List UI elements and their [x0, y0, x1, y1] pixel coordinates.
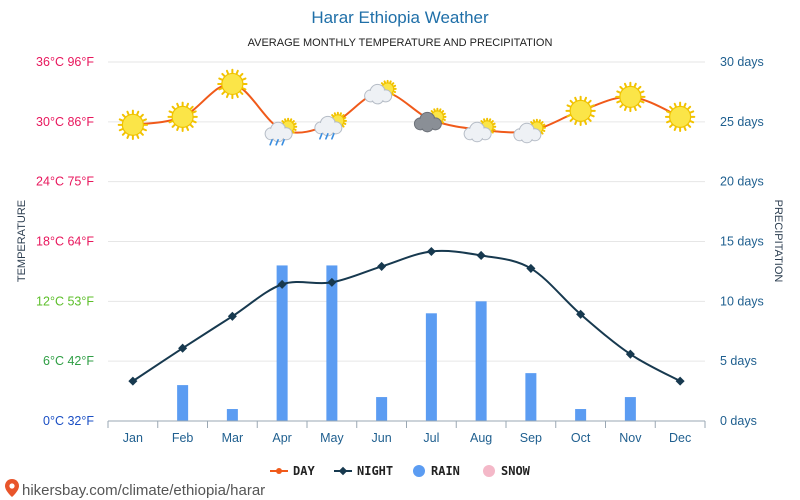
sun-cloud-icon [463, 117, 497, 143]
x-tick-label: Oct [571, 431, 591, 445]
rain-bar-nov [624, 397, 636, 421]
grid-lines [108, 61, 705, 362]
x-tick-label: Jan [123, 431, 143, 445]
rain-bar-sep [525, 373, 537, 421]
right-axis-ticks: 0 days 5 days 10 days 15 days 20 days 25 days… [720, 55, 764, 428]
sun-icon [117, 109, 149, 140]
rain-bars [177, 265, 636, 421]
location-pin-icon [5, 479, 19, 497]
legend-item-day[interactable]: DAY [270, 464, 315, 478]
legend-label: DAY [293, 464, 315, 478]
y2-tick-label: 5 days [720, 354, 757, 368]
night-line [132, 249, 681, 382]
legend-label: RAIN [431, 464, 460, 478]
x-tick-label: Mar [222, 431, 244, 445]
night-series [128, 246, 685, 386]
chart-title: Harar Ethiopia Weather [311, 8, 489, 27]
x-axis: Jan Feb Mar Apr May Jun Jul Aug Sep Oct Nov Dec [107, 420, 706, 445]
x-tick-label: Apr [272, 431, 291, 445]
night-point-jul [426, 246, 436, 256]
rain-bar-may [326, 265, 338, 421]
y2-tick-label: 10 days [720, 294, 764, 308]
sun-cloud-rain-icon [264, 117, 298, 146]
legend: DAY NIGHT RAIN SNOW [270, 464, 531, 478]
rain-bar-jun [376, 397, 388, 421]
x-tick-label: May [320, 431, 344, 445]
chart-subtitle: AVERAGE MONTHLY TEMPERATURE AND PRECIPIT… [248, 37, 553, 49]
rain-bar-apr [276, 265, 288, 421]
day-series [132, 82, 681, 134]
y-tick-label: 30°C 86°F [36, 115, 94, 129]
sun-cloud-icon [364, 79, 397, 105]
y-tick-label: 36°C 96°F [36, 55, 94, 69]
rain-bar-feb [177, 385, 189, 421]
legend-item-rain[interactable]: RAIN [413, 464, 460, 478]
legend-label: NIGHT [357, 464, 393, 478]
sun-icon [664, 101, 696, 133]
sun-cloud-rain-icon [314, 111, 347, 140]
y2-axis-title: PRECIPITATION [772, 200, 784, 283]
night-point-jun [377, 261, 387, 271]
rain-bar-aug [475, 301, 487, 421]
rain-bar-jul [425, 313, 437, 421]
y2-tick-label: 30 days [720, 55, 764, 69]
sun-dark-cloud-icon [413, 107, 447, 133]
x-tick-label: Sep [520, 431, 542, 445]
night-point-oct [576, 309, 586, 319]
day-line [132, 82, 681, 134]
x-tick-label: Jun [372, 431, 392, 445]
night-point-nov [625, 349, 635, 359]
y-tick-label: 12°C 53°F [36, 294, 94, 308]
y-tick-label: 6°C 42°F [43, 354, 94, 368]
legend-item-night[interactable]: NIGHT [334, 464, 393, 478]
sun-icon [167, 101, 198, 133]
night-point-feb [178, 343, 188, 353]
sun-icon [217, 68, 248, 100]
night-point-aug [476, 250, 486, 260]
night-point-sep [526, 263, 536, 273]
x-tick-label: Dec [669, 431, 691, 445]
x-tick-label: Jul [423, 431, 439, 445]
night-point-mar [227, 311, 237, 321]
y2-tick-label: 25 days [720, 115, 764, 129]
y-tick-label: 18°C 64°F [36, 235, 94, 249]
night-point-jan [128, 376, 138, 386]
y2-tick-label: 0 days [720, 414, 757, 428]
rain-bar-mar [226, 409, 238, 421]
sun-icon [615, 81, 646, 113]
y2-tick-label: 15 days [720, 235, 764, 249]
y2-tick-label: 20 days [720, 175, 764, 189]
legend-label: SNOW [501, 464, 531, 478]
y-tick-label: 24°C 75°F [36, 175, 94, 189]
x-tick-label: Aug [470, 431, 492, 445]
weather-icons [117, 68, 696, 146]
sun-cloud-icon [513, 118, 546, 144]
left-axis-ticks: 0°C 32°F 6°C 42°F 12°C 53°F 18°C 64°F 24°C 7… [36, 55, 94, 428]
sun-icon [565, 95, 596, 127]
y-tick-label: 0°C 32°F [43, 414, 94, 428]
legend-item-snow[interactable]: SNOW [483, 464, 531, 478]
x-tick-label: Feb [172, 431, 194, 445]
source-link[interactable]: hikersbay.com/climate/ethiopia/harar [22, 482, 265, 499]
x-tick-label: Nov [619, 431, 642, 445]
y-axis-title: TEMPERATURE [16, 200, 28, 282]
rain-bar-oct [575, 409, 587, 421]
night-point-dec [675, 376, 685, 386]
